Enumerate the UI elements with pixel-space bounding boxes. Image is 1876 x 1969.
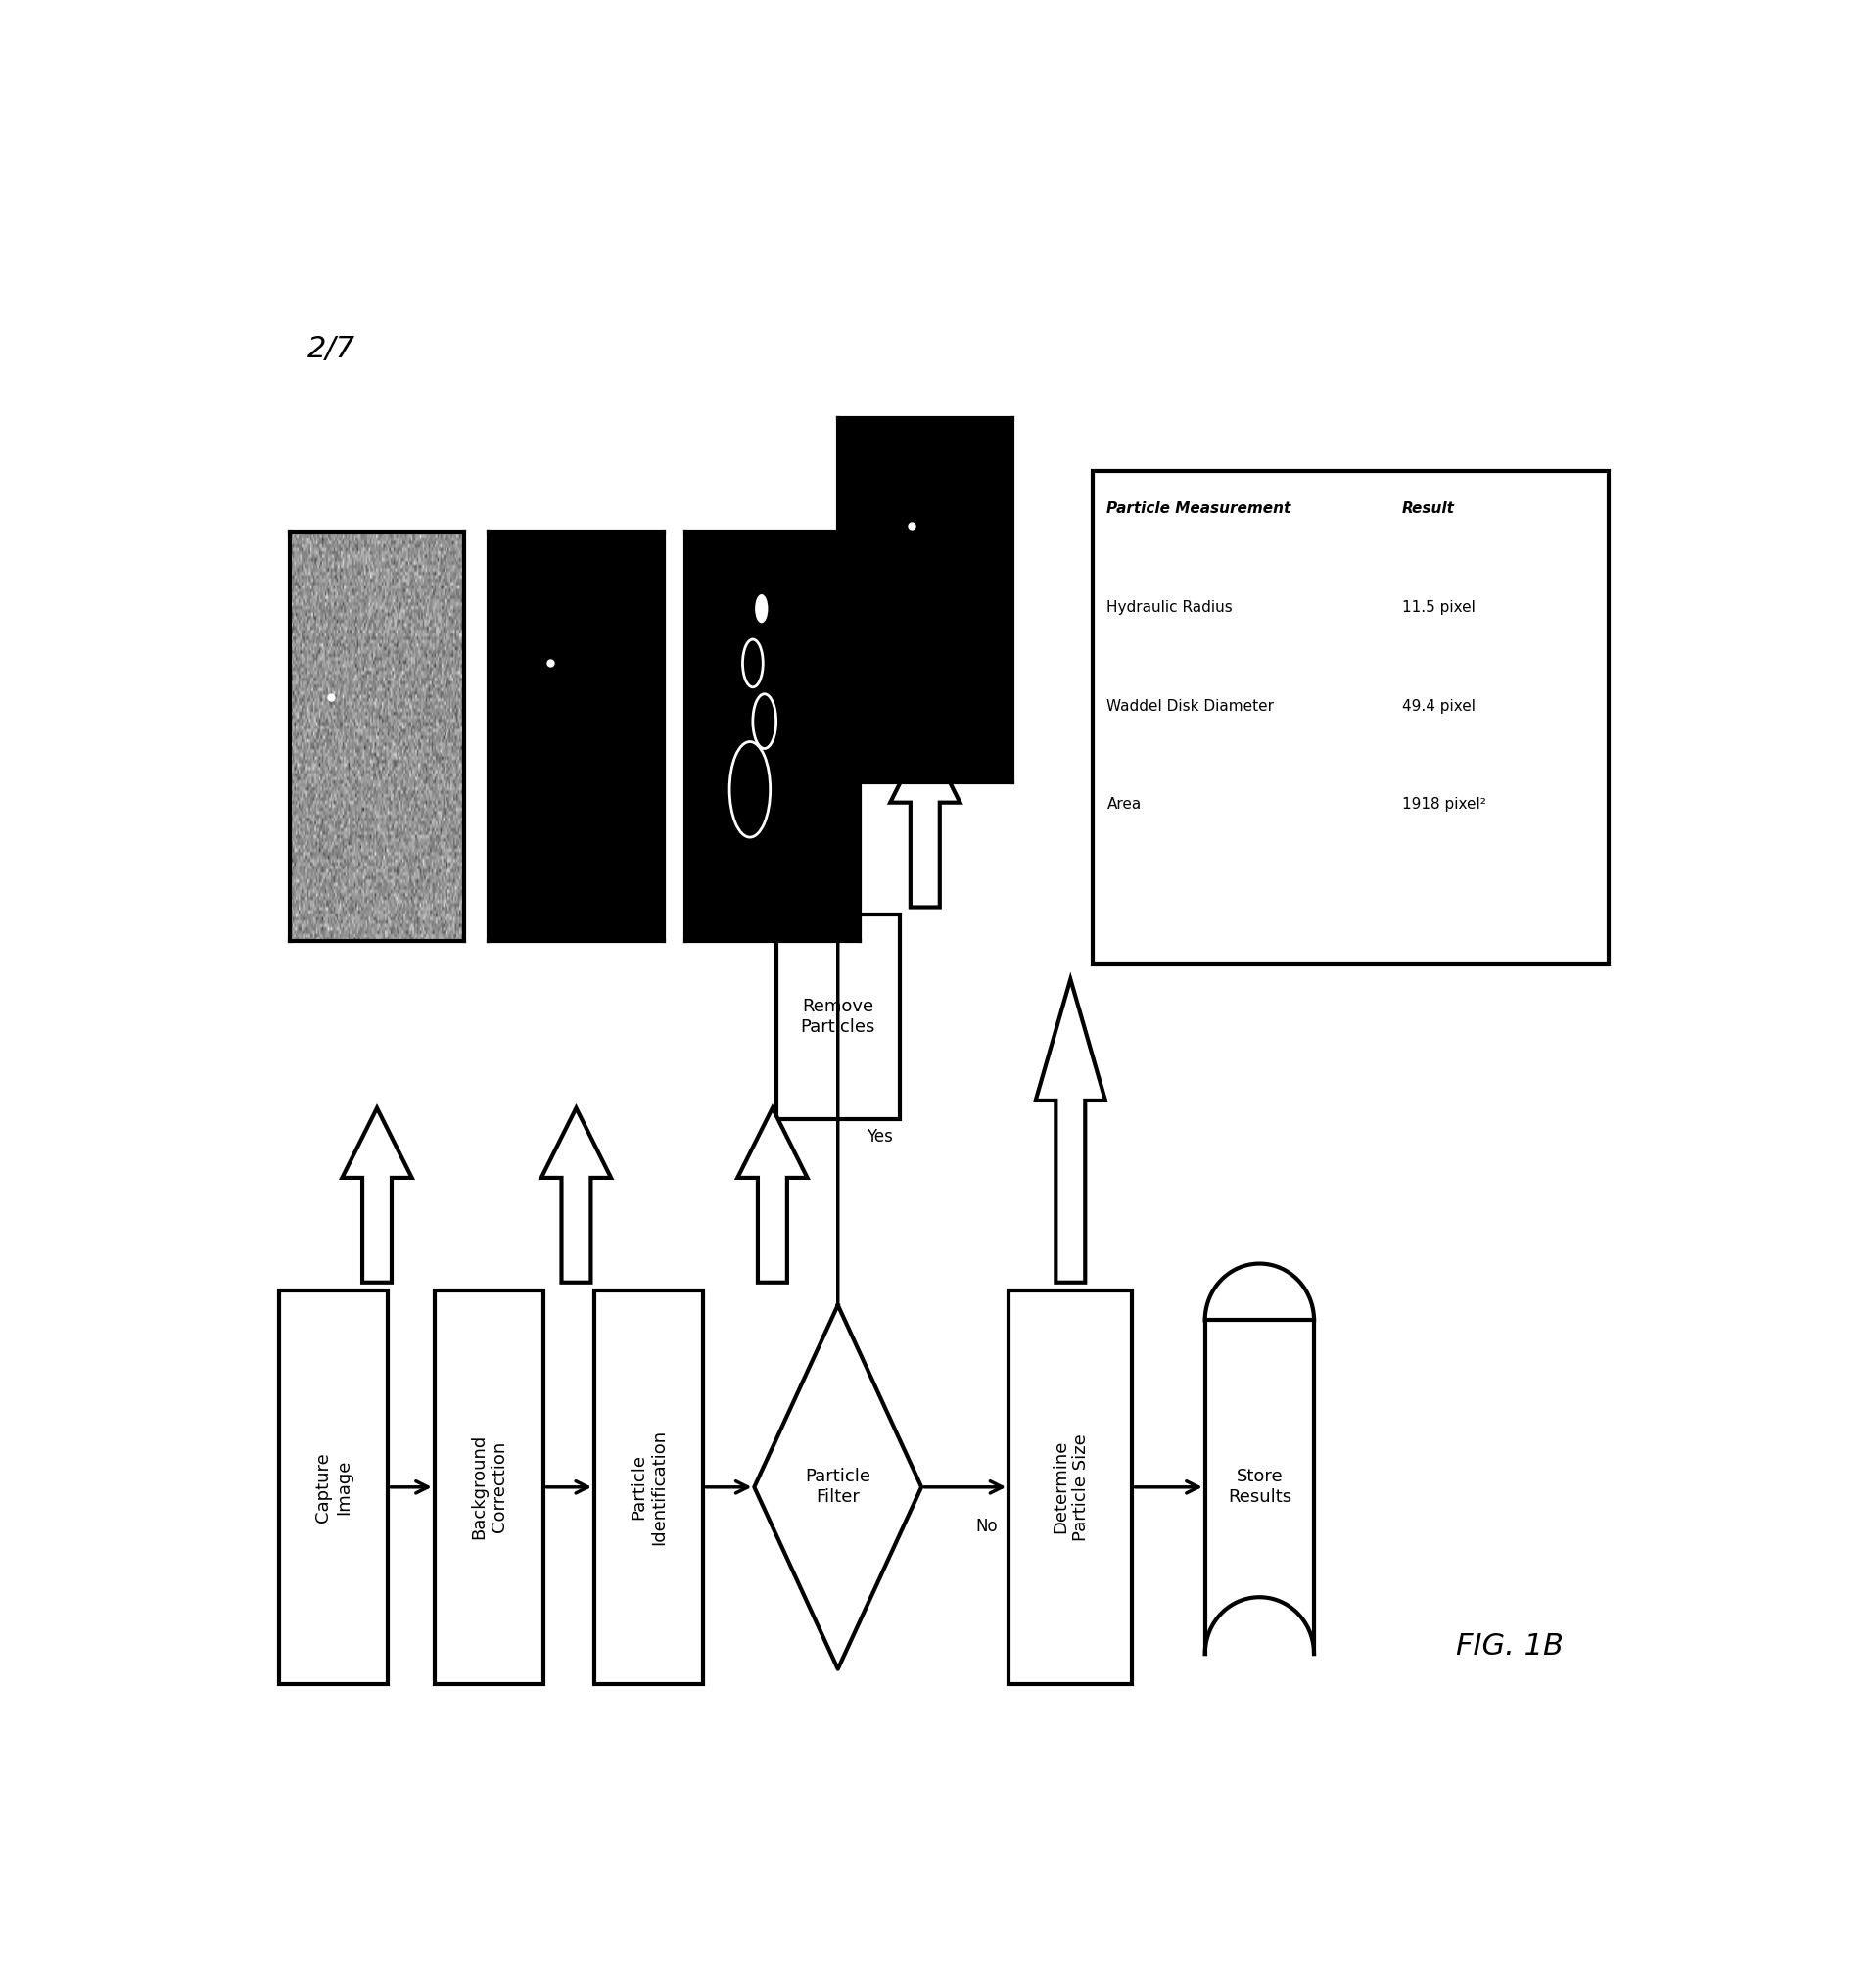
Text: Determine
Particle Size: Determine Particle Size (1051, 1433, 1090, 1542)
Text: Waddel Disk Diameter: Waddel Disk Diameter (1107, 699, 1274, 713)
FancyBboxPatch shape (280, 1290, 388, 1683)
Text: Result: Result (1401, 502, 1454, 516)
Text: No: No (976, 1518, 998, 1536)
Text: 49.4 pixel: 49.4 pixel (1401, 699, 1475, 713)
Text: Particle
Identification: Particle Identification (630, 1429, 668, 1546)
Text: Area: Area (1107, 797, 1141, 811)
Polygon shape (737, 1109, 807, 1282)
Text: Particle Measurement: Particle Measurement (1107, 502, 1291, 516)
Text: Remove
Particles: Remove Particles (801, 998, 876, 1036)
Polygon shape (891, 732, 961, 908)
Text: 1918 pixel²: 1918 pixel² (1401, 797, 1486, 811)
Text: Store
Results: Store Results (1227, 1469, 1291, 1506)
Polygon shape (542, 1109, 612, 1282)
Text: Particle
Filter: Particle Filter (805, 1469, 870, 1506)
FancyBboxPatch shape (1009, 1290, 1133, 1683)
Text: 2/7: 2/7 (308, 335, 355, 362)
FancyBboxPatch shape (777, 916, 900, 1120)
Text: Hydraulic Radius: Hydraulic Radius (1107, 601, 1233, 614)
Text: 11.5 pixel: 11.5 pixel (1401, 601, 1475, 614)
Polygon shape (1036, 979, 1105, 1282)
Text: Yes: Yes (867, 1128, 893, 1146)
FancyBboxPatch shape (595, 1290, 704, 1683)
Text: Background
Correction: Background Correction (469, 1435, 508, 1540)
Text: FIG. 1B: FIG. 1B (1456, 1632, 1563, 1660)
FancyBboxPatch shape (435, 1290, 544, 1683)
FancyBboxPatch shape (1092, 471, 1608, 965)
Polygon shape (341, 1109, 413, 1282)
Text: Capture
Image: Capture Image (315, 1451, 353, 1522)
